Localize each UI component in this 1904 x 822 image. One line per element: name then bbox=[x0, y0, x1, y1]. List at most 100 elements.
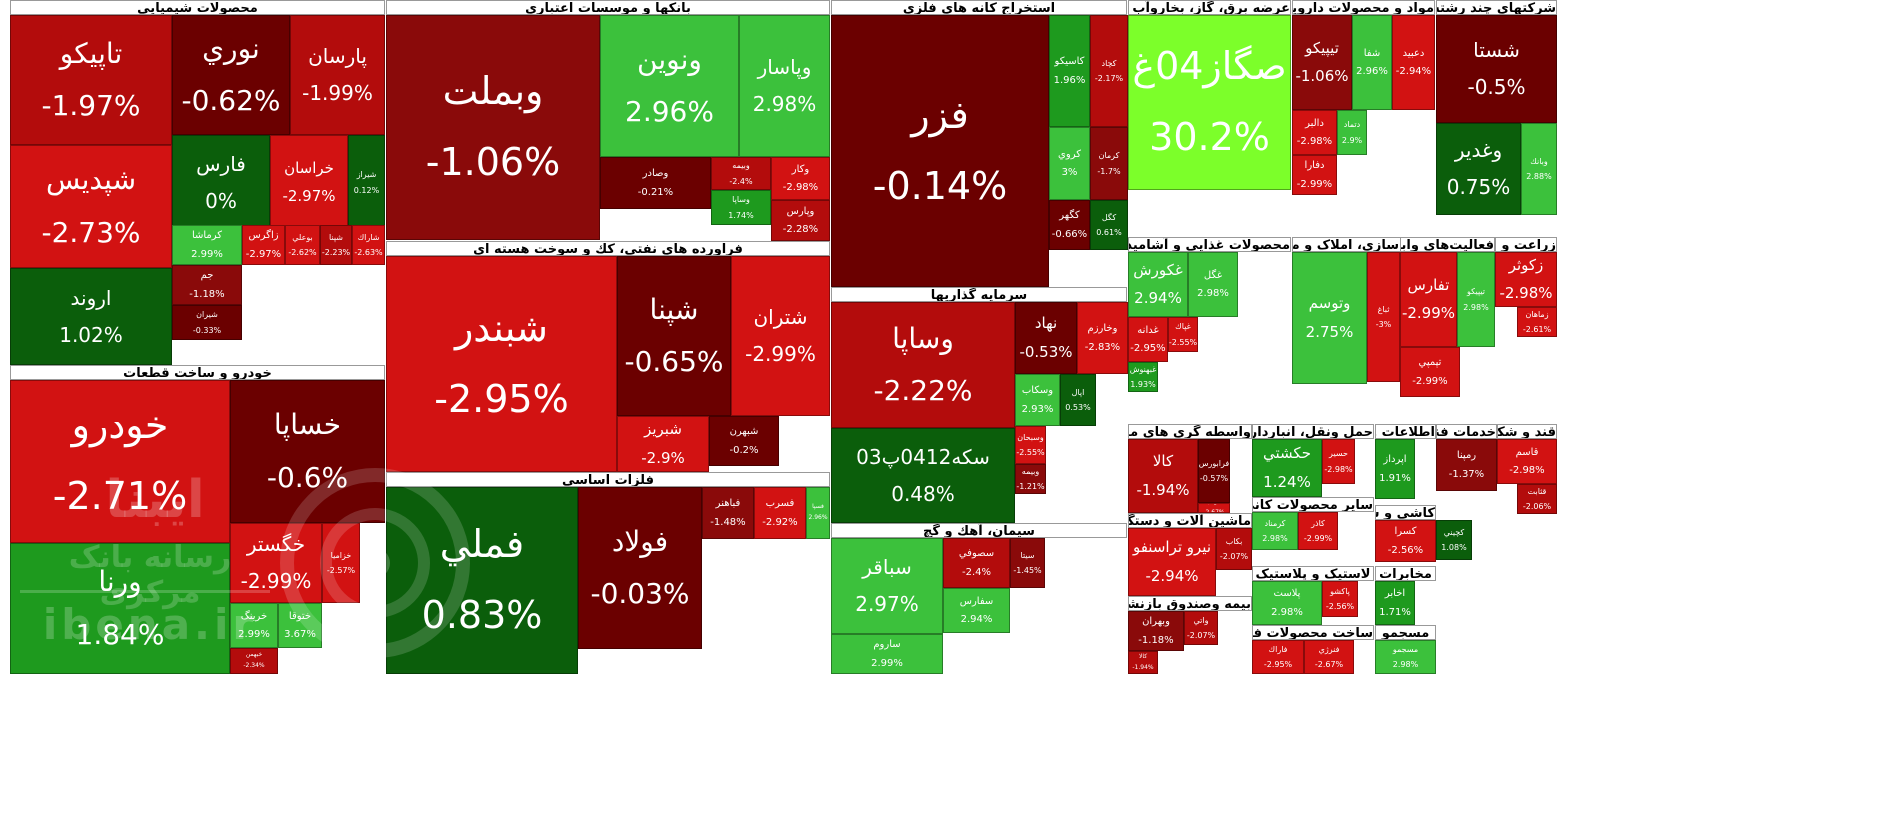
stock-tile[interactable]: غگل 2.98% bbox=[1188, 252, 1238, 317]
sector-title[interactable]: عرضه برق، گاز، بخاروآب گرم bbox=[1128, 0, 1291, 15]
stock-tile[interactable]: خراسان -2.97% bbox=[270, 135, 348, 230]
sector-title[interactable]: ماشين آلات و دستگاه‌های برقی bbox=[1128, 513, 1252, 528]
sector-title[interactable]: فراورده های نفتی، كك و سوخت هسته ای bbox=[386, 241, 830, 256]
stock-tile[interactable]: لبوتان -2.67% bbox=[1198, 503, 1230, 513]
stock-tile[interactable]: فارس 0% bbox=[172, 135, 270, 230]
stock-tile[interactable]: كاذر -2.99% bbox=[1298, 512, 1338, 550]
stock-tile[interactable]: شبريز -2.9% bbox=[617, 416, 709, 472]
stock-tile[interactable]: نوري -0.62% bbox=[172, 15, 290, 135]
stock-tile[interactable]: غپاك -2.55% bbox=[1168, 317, 1198, 352]
stock-tile[interactable]: دالبر -2.98% bbox=[1292, 110, 1337, 155]
stock-tile[interactable]: فنرژي -2.67% bbox=[1304, 640, 1354, 674]
stock-tile[interactable]: اپرداز 1.91% bbox=[1375, 439, 1415, 499]
sector-title[interactable]: سرمايه گذاريها bbox=[831, 287, 1127, 302]
stock-tile[interactable]: كچيني 1.08% bbox=[1436, 520, 1472, 560]
stock-tile[interactable]: مسجمو 2.98% bbox=[1375, 640, 1436, 674]
stock-tile[interactable]: وساپا 1.74% bbox=[711, 190, 771, 225]
stock-tile[interactable]: شيراز 0.12% bbox=[348, 135, 385, 230]
stock-tile[interactable]: اپال 0.53% bbox=[1060, 374, 1096, 426]
sector-title[interactable]: سایر محصولات کانی غیرفلزی bbox=[1252, 497, 1374, 512]
stock-tile[interactable]: جم -1.18% bbox=[172, 265, 242, 305]
sector-title[interactable]: فعالیت‌های وابسته به حمل و نقل bbox=[1400, 237, 1495, 252]
stock-tile[interactable]: فملي 0.83% bbox=[386, 487, 578, 674]
stock-tile[interactable]: شبهرن -0.2% bbox=[709, 416, 779, 466]
sector-title[interactable]: زراعت و خدمات وابسته bbox=[1495, 237, 1557, 252]
stock-tile[interactable]: شستا -0.5% bbox=[1436, 15, 1557, 123]
stock-tile[interactable]: سكه0412پ03 0.48% bbox=[831, 428, 1015, 523]
stock-tile[interactable]: تيپيكو 2.98% bbox=[1457, 252, 1495, 347]
stock-tile[interactable]: وبيمه -1.21% bbox=[1015, 464, 1046, 494]
stock-tile[interactable]: كگل 0.61% bbox=[1090, 200, 1128, 250]
sector-title[interactable]: ساخت محصولات فلزی bbox=[1252, 625, 1374, 640]
stock-tile[interactable]: وسكاب 2.93% bbox=[1015, 374, 1060, 426]
stock-tile[interactable]: وسبحان -2.55% bbox=[1015, 426, 1046, 464]
stock-tile[interactable]: خرينگ 2.99% bbox=[230, 603, 278, 648]
sector-title[interactable]: خودرو و ساخت قطعات bbox=[10, 365, 385, 380]
stock-tile[interactable]: وبانك 2.88% bbox=[1521, 123, 1557, 215]
stock-tile[interactable]: وساپا -2.22% bbox=[831, 302, 1015, 428]
stock-tile[interactable]: پلاست 2.98% bbox=[1252, 581, 1322, 625]
stock-tile[interactable]: حكشتي 1.24% bbox=[1252, 439, 1322, 497]
stock-tile[interactable]: نيرو تراسنفو -2.94% bbox=[1128, 528, 1216, 596]
stock-tile[interactable]: كالا -1.94% bbox=[1128, 439, 1198, 513]
stock-tile[interactable]: كرماشا 2.99% bbox=[172, 225, 242, 265]
stock-tile[interactable]: اخابر 1.71% bbox=[1375, 581, 1415, 625]
stock-tile[interactable]: خبهمن -2.34% bbox=[230, 648, 278, 674]
stock-tile[interactable]: خزاميا -2.57% bbox=[322, 523, 360, 603]
stock-tile[interactable]: ثباغ -3% bbox=[1367, 252, 1400, 382]
stock-tile[interactable]: واتي -2.07% bbox=[1184, 611, 1218, 645]
stock-tile[interactable]: وپاسار 2.98% bbox=[739, 15, 830, 157]
stock-tile[interactable]: كرمان -1.7% bbox=[1090, 127, 1128, 200]
sector-title[interactable]: خدمات فنی و مهندسی bbox=[1436, 424, 1497, 439]
sector-title[interactable]: مسجمو bbox=[1375, 625, 1436, 640]
stock-tile[interactable]: وكار -2.98% bbox=[771, 157, 830, 200]
stock-tile[interactable]: شپديس -2.73% bbox=[10, 145, 172, 268]
sector-title[interactable]: قند و شکر bbox=[1497, 424, 1557, 439]
sector-title[interactable]: شرکتهای چند رشته ای صنعتی bbox=[1436, 0, 1557, 15]
stock-tile[interactable]: صگاز04غ 30.2% bbox=[1128, 15, 1291, 190]
stock-tile[interactable]: غكورش 2.94% bbox=[1128, 252, 1188, 317]
stock-tile[interactable]: پاكشو -2.56% bbox=[1322, 581, 1358, 617]
sector-title[interactable]: کاشی و سرامیک bbox=[1375, 505, 1436, 520]
stock-tile[interactable]: تيپيكو -1.06% bbox=[1292, 15, 1352, 110]
stock-tile[interactable]: شفا 2.96% bbox=[1352, 15, 1392, 110]
stock-tile[interactable]: شتران -2.99% bbox=[731, 256, 830, 416]
stock-tile[interactable]: دتماد 2.9% bbox=[1337, 110, 1367, 155]
stock-tile[interactable]: قاسم -2.98% bbox=[1497, 439, 1557, 484]
sector-title[interactable]: واسطه گری های مالی و پولی bbox=[1128, 424, 1252, 439]
stock-tile[interactable]: وغدير 0.75% bbox=[1436, 123, 1521, 215]
sector-title[interactable]: محصولات شیمیایی bbox=[10, 0, 385, 15]
stock-tile[interactable]: فسرب -2.92% bbox=[754, 487, 806, 539]
stock-tile[interactable]: وپارس -2.28% bbox=[771, 200, 830, 241]
stock-tile[interactable]: دفارا -2.99% bbox=[1292, 155, 1337, 195]
stock-tile[interactable]: تاپيكو -1.97% bbox=[10, 15, 172, 145]
sector-title[interactable]: انبوه سازی، املاک و مستغلات bbox=[1292, 237, 1435, 252]
sector-title[interactable]: لاستیک و پلاستیک bbox=[1252, 566, 1374, 581]
stock-tile[interactable]: شاراك -2.63% bbox=[352, 225, 385, 265]
stock-tile[interactable]: غدانه -2.95% bbox=[1128, 317, 1168, 362]
sector-title[interactable]: سيمان، آهك و گچ bbox=[831, 523, 1127, 538]
stock-tile[interactable]: وصادر -0.21% bbox=[600, 157, 711, 209]
stock-tile[interactable]: فولاد -0.03% bbox=[578, 487, 702, 649]
stock-tile[interactable]: فرابورس -0.57% bbox=[1198, 439, 1230, 503]
stock-tile[interactable]: زكوثر -2.98% bbox=[1495, 252, 1557, 307]
stock-tile[interactable]: غبهنوش 1.93% bbox=[1128, 362, 1158, 392]
stock-tile[interactable]: وبملت -1.06% bbox=[386, 15, 600, 240]
stock-tile[interactable]: تپمپي -2.99% bbox=[1400, 347, 1460, 397]
stock-tile[interactable]: كروي 3% bbox=[1049, 127, 1090, 200]
stock-tile[interactable]: ورنا 1.84% bbox=[10, 543, 230, 674]
sector-title[interactable]: حمل ونقل، انبارداری و ارتباطات bbox=[1252, 424, 1374, 439]
stock-tile[interactable]: سصوفي -2.4% bbox=[943, 538, 1010, 588]
stock-tile[interactable]: شبندر -2.95% bbox=[386, 256, 617, 472]
sector-title[interactable]: مخابرات bbox=[1375, 566, 1436, 581]
stock-tile[interactable]: زاگرس -2.97% bbox=[242, 225, 285, 265]
stock-tile[interactable]: ونوين 2.96% bbox=[600, 15, 739, 157]
stock-tile[interactable]: وتوسم 2.75% bbox=[1292, 252, 1367, 384]
stock-tile[interactable]: كرمناد 2.98% bbox=[1252, 512, 1298, 550]
stock-tile[interactable]: خودرو -2.71% bbox=[10, 380, 230, 543]
stock-tile[interactable]: كگهر -0.66% bbox=[1049, 200, 1090, 250]
stock-tile[interactable]: كالا -1.94% bbox=[1128, 651, 1158, 674]
stock-tile[interactable]: زماهان -2.61% bbox=[1517, 307, 1557, 337]
stock-tile[interactable]: شيران -0.33% bbox=[172, 305, 242, 340]
stock-tile[interactable]: وخارزم -2.83% bbox=[1077, 302, 1128, 374]
